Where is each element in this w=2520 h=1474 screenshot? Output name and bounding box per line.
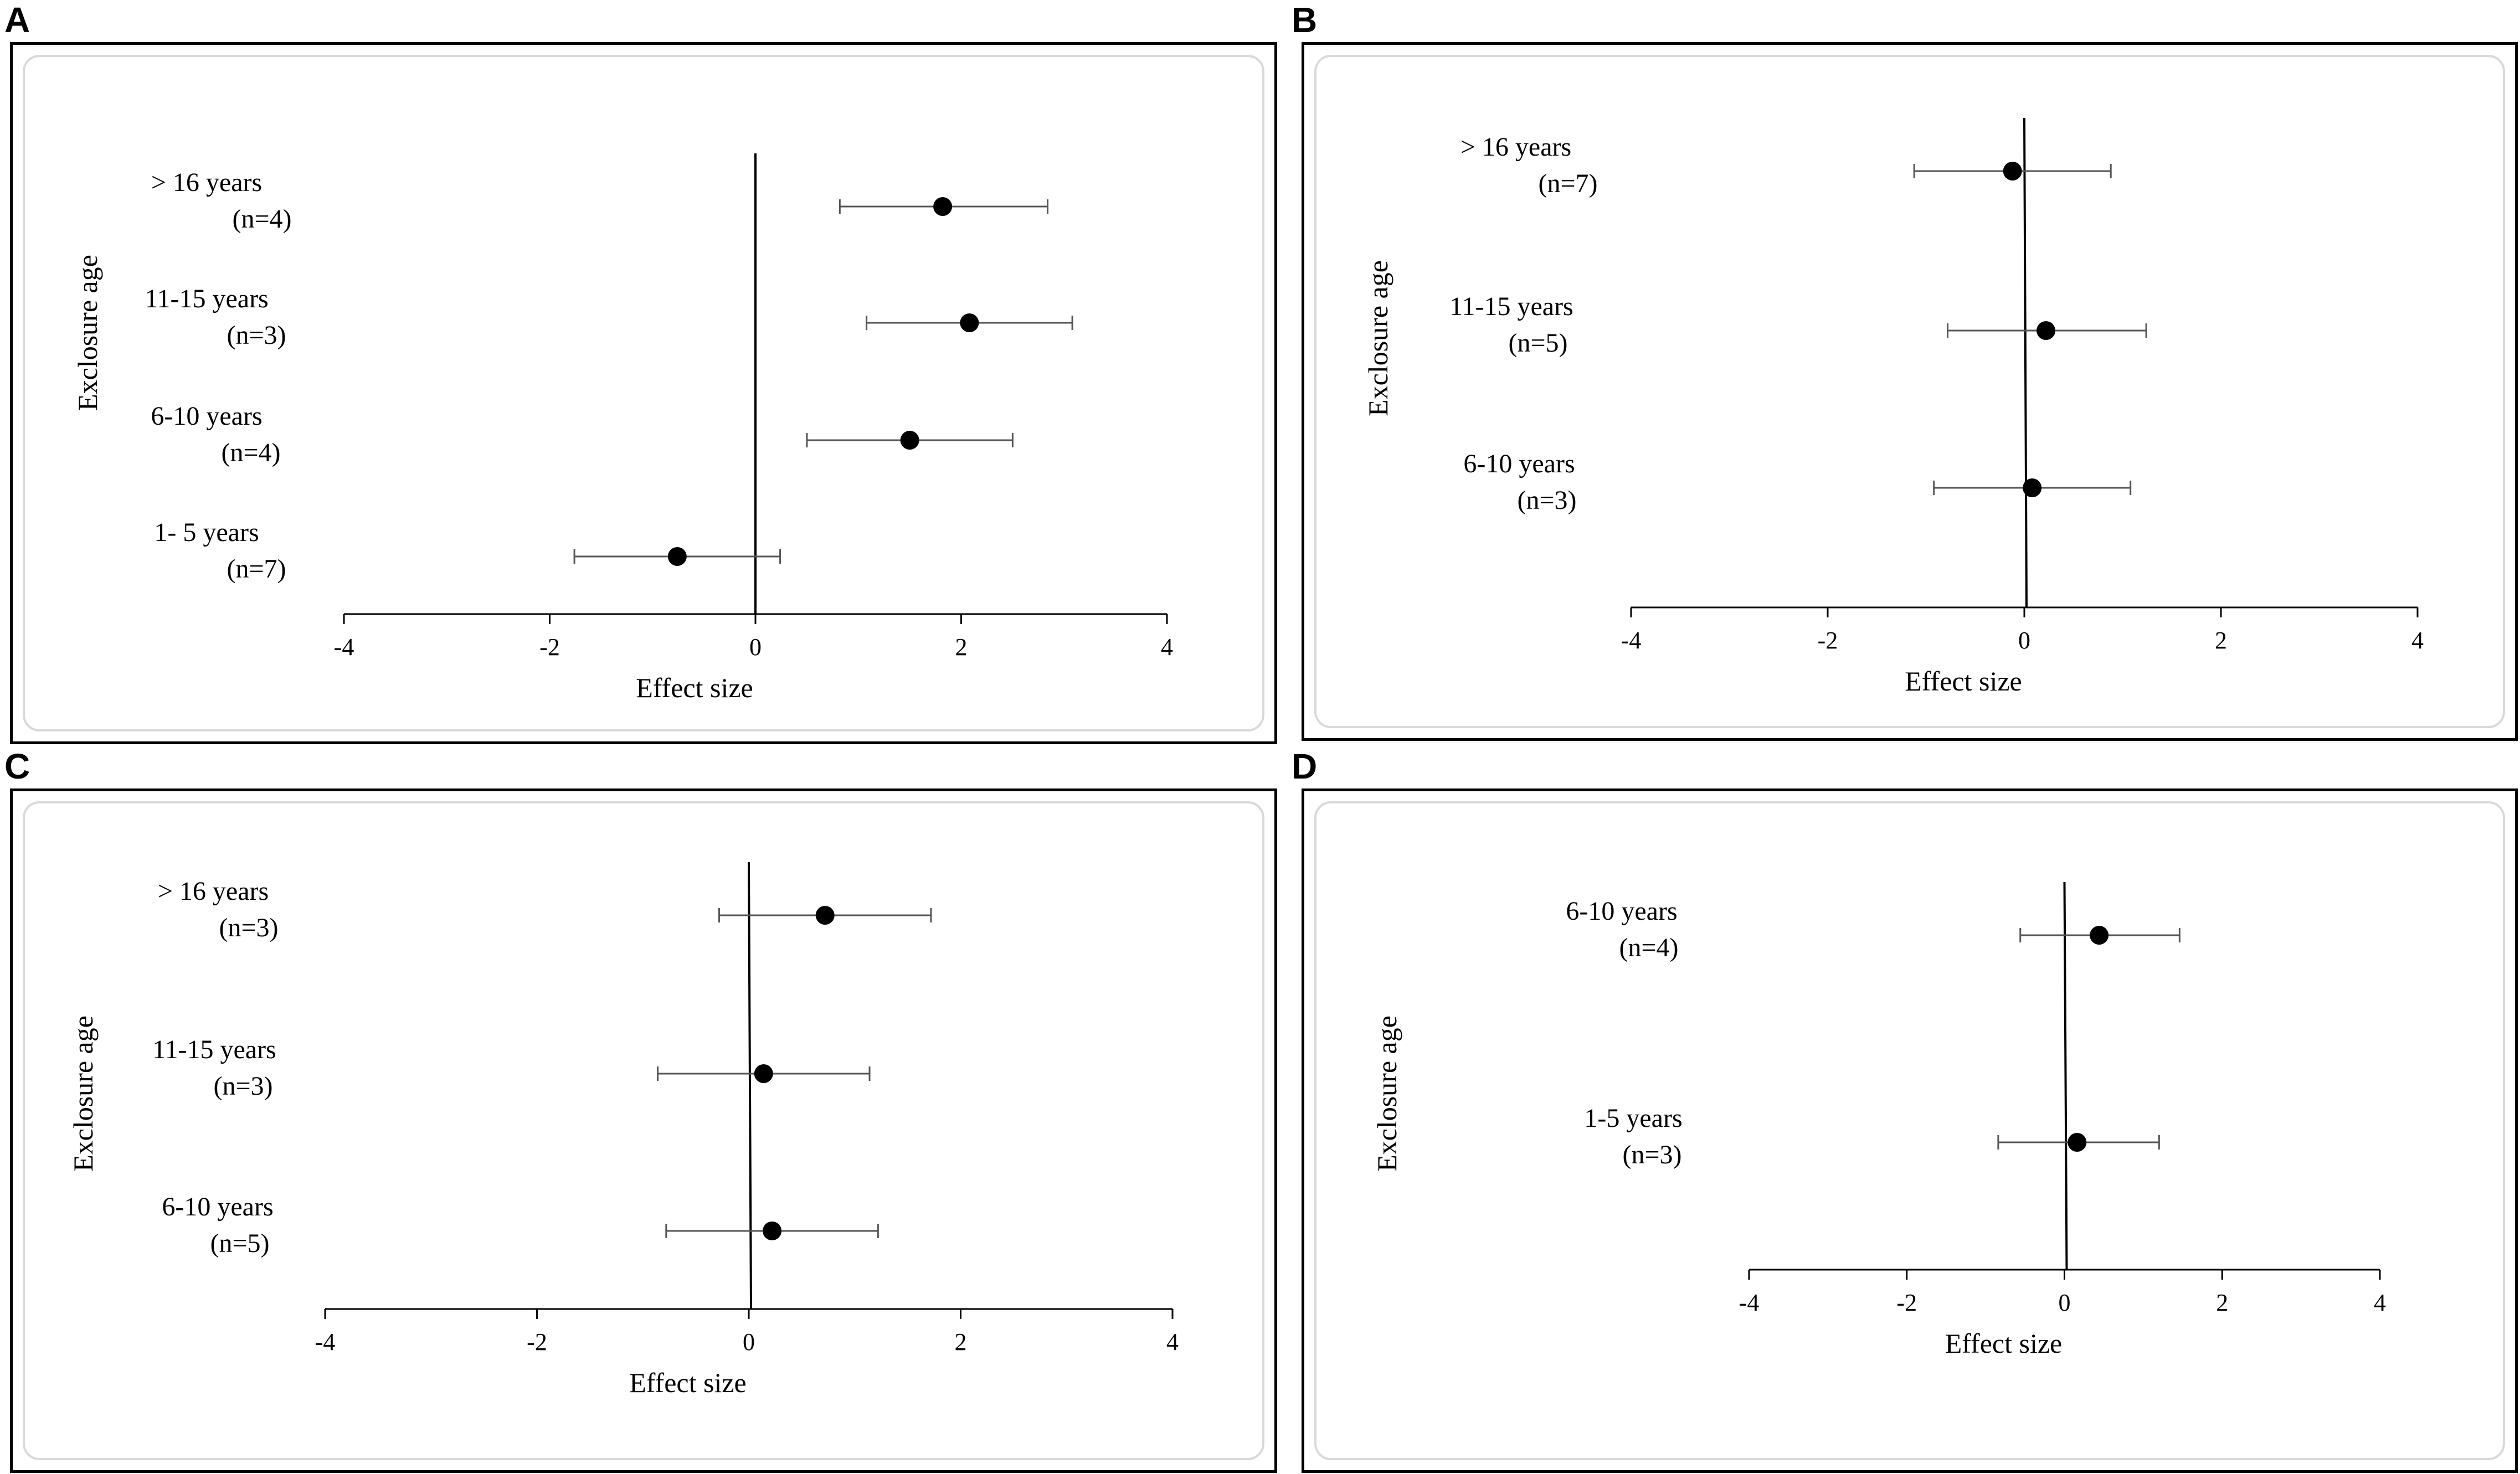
y-axis-title: Exclosure age	[1362, 260, 1393, 416]
chart-area-frame	[1314, 801, 2505, 1460]
x-axis-title: Effect size	[1945, 1328, 2062, 1359]
x-tick-label: 2	[2215, 627, 2227, 654]
row-category-label: 6-10 years	[1566, 896, 1677, 926]
x-tick-label: -4	[334, 633, 354, 661]
effect-size-point	[2090, 926, 2109, 945]
x-tick-label: 0	[749, 633, 762, 661]
row-sample-size-label: (n=5)	[210, 1229, 269, 1258]
y-axis-title: Exclosure age	[72, 255, 103, 411]
row-category-label: 11-15 years	[145, 284, 268, 313]
row-sample-size-label: (n=3)	[219, 913, 278, 942]
row-category-label: 6-10 years	[151, 401, 262, 431]
row-sample-size-label: (n=4)	[232, 204, 291, 234]
panel-letter-b: B	[1292, 0, 1318, 40]
x-tick-label: -4	[1621, 627, 1642, 654]
forest-row: 6-10 years (n=3)	[1463, 449, 2132, 515]
x-tick-label: 4	[2374, 1289, 2386, 1316]
forest-row: 6-10 years (n=4)	[151, 401, 1014, 467]
forest-row: 1-5 years (n=3)	[1584, 1104, 2160, 1169]
x-tick-label: -4	[315, 1328, 336, 1356]
forest-row: 11-15 years (n=3)	[152, 1035, 871, 1101]
x-axis-title: Effect size	[1905, 666, 2022, 697]
x-tick-label: 0	[2018, 627, 2030, 654]
row-sample-size-label: (n=3)	[1622, 1140, 1681, 1169]
panel-letter-c: C	[4, 746, 30, 786]
forest-plot-svg: -4 -2 0 2 4 Effect size Exclosure age 6-10 year…	[1371, 882, 2386, 1359]
x-tick-label: -2	[539, 633, 560, 661]
forest-row: > 16 years (n=7)	[1460, 132, 2112, 198]
effect-size-point	[2023, 478, 2042, 497]
y-axis-title: Exclosure age	[1371, 1016, 1402, 1172]
effect-size-point	[2003, 162, 2022, 181]
x-tick-label: 4	[1161, 633, 1173, 661]
row-category-label: > 16 years	[158, 877, 269, 906]
row-category-label: > 16 years	[151, 168, 262, 197]
panel-letter-a: A	[4, 0, 30, 40]
row-category-label: 6-10 years	[1463, 449, 1575, 478]
row-sample-size-label: (n=3)	[1517, 486, 1576, 515]
zero-reference-line	[2023, 117, 2028, 608]
x-axis-title: Effect size	[636, 672, 753, 703]
x-tick-label: 4	[1166, 1328, 1179, 1356]
x-tick-label: 0	[743, 1328, 755, 1356]
chart-panel-a: -4 -2 0 2 4 Effect size Exclosure age > 16 year…	[10, 42, 1277, 744]
forest-plot-svg: -4 -2 0 2 4 Effect size Exclosure age > 16 year…	[72, 153, 1173, 703]
row-category-label: 11-15 years	[152, 1035, 276, 1064]
y-axis-title: Exclosure age	[68, 1016, 99, 1172]
row-sample-size-label: (n=7)	[1538, 169, 1597, 198]
zero-reference-line	[2063, 882, 2068, 1270]
effect-size-point	[2036, 321, 2056, 340]
effect-size-point	[754, 1064, 773, 1083]
effect-size-point	[667, 547, 687, 566]
x-tick-label: 2	[2216, 1289, 2228, 1316]
forest-row: 11-15 years (n=3)	[145, 284, 1073, 350]
row-category-label: > 16 years	[1460, 132, 1571, 162]
row-sample-size-label: (n=5)	[1508, 328, 1567, 358]
row-sample-size-label: (n=4)	[1619, 933, 1678, 962]
row-sample-size-label: (n=3)	[213, 1071, 272, 1101]
zero-reference-line	[748, 862, 752, 1310]
row-category-label: 6-10 years	[162, 1192, 273, 1222]
row-sample-size-label: (n=4)	[221, 438, 280, 467]
x-tick-label: 4	[2411, 627, 2424, 654]
x-axis-title: Effect size	[629, 1367, 746, 1398]
row-category-label: 1-5 years	[1584, 1104, 1682, 1133]
forest-row: > 16 years (n=4)	[151, 168, 1049, 234]
chart-panel-d: -4 -2 0 2 4 Effect size Exclosure age 6-10 year…	[1302, 788, 2518, 1473]
x-tick-label: -2	[1818, 627, 1838, 654]
chart-area-frame	[23, 801, 1264, 1460]
effect-size-point	[960, 313, 979, 332]
forest-row: 6-10 years (n=4)	[1566, 896, 2180, 962]
effect-size-point	[933, 197, 953, 216]
effect-size-point	[900, 431, 919, 450]
chart-panel-c: -4 -2 0 2 4 Effect size Exclosure age > 16 year…	[10, 788, 1277, 1473]
x-tick-label: -4	[1739, 1289, 1760, 1316]
row-sample-size-label: (n=7)	[227, 554, 286, 584]
row-category-label: 11-15 years	[1449, 292, 1573, 321]
forest-row: > 16 years (n=3)	[158, 877, 932, 942]
forest-row: 6-10 years (n=5)	[162, 1192, 879, 1258]
effect-size-point	[763, 1222, 782, 1240]
x-tick-label: -2	[1896, 1289, 1917, 1316]
forest-row: 1- 5 years (n=7)	[154, 518, 781, 584]
effect-size-point	[815, 906, 835, 925]
row-category-label: 1- 5 years	[154, 518, 259, 547]
x-tick-label: 2	[955, 633, 968, 661]
row-sample-size-label: (n=3)	[227, 321, 286, 350]
forest-plot-svg: -4 -2 0 2 4 Effect size Exclosure age > 16 year…	[68, 862, 1179, 1398]
panel-letter-d: D	[1292, 746, 1318, 786]
chart-panel-b: -4 -2 0 2 4 Effect size Exclosure age > 16 year…	[1302, 42, 2518, 741]
effect-size-point	[2068, 1133, 2087, 1152]
x-tick-label: 0	[2059, 1289, 2071, 1316]
forest-row: 11-15 years (n=5)	[1449, 292, 2147, 358]
x-tick-label: -2	[527, 1328, 547, 1356]
chart-area-frame	[23, 55, 1264, 731]
chart-area-frame	[1314, 55, 2505, 728]
x-tick-label: 2	[955, 1328, 967, 1356]
forest-plot-svg: -4 -2 0 2 4 Effect size Exclosure age > 16 year…	[1362, 117, 2424, 697]
